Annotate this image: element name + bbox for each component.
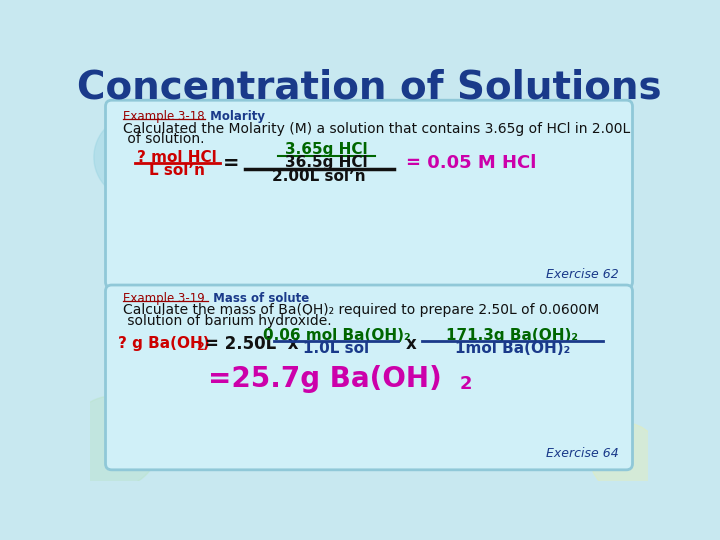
Circle shape	[67, 396, 160, 488]
Text: Exercise 62: Exercise 62	[546, 268, 618, 281]
Text: solution of barium hydroxide.: solution of barium hydroxide.	[122, 314, 331, 328]
FancyBboxPatch shape	[106, 100, 632, 288]
Text: 2.00L sol’n: 2.00L sol’n	[272, 169, 366, 184]
Text: 0.06 mol Ba(OH)₂: 0.06 mol Ba(OH)₂	[263, 328, 410, 342]
Circle shape	[590, 423, 660, 492]
Text: 1.0L sol: 1.0L sol	[303, 341, 369, 356]
Text: Exercise 64: Exercise 64	[546, 447, 618, 460]
Text: ? g Ba(OH): ? g Ba(OH)	[118, 336, 210, 351]
Text: =25.7g Ba(OH): =25.7g Ba(OH)	[208, 365, 441, 393]
Text: 2: 2	[459, 375, 472, 393]
Text: ? mol HCl: ? mol HCl	[137, 150, 217, 165]
Text: 36.5g HCl: 36.5g HCl	[285, 155, 368, 170]
Text: of solution.: of solution.	[122, 132, 204, 146]
Text: Molarity: Molarity	[206, 110, 265, 123]
Text: =: =	[222, 154, 239, 173]
Text: 1mol Ba(OH)₂: 1mol Ba(OH)₂	[455, 341, 570, 356]
Text: Mass of solute: Mass of solute	[210, 292, 310, 305]
Text: 171.3g Ba(OH)₂: 171.3g Ba(OH)₂	[446, 328, 578, 342]
Circle shape	[94, 115, 179, 200]
Text: Example 3-19: Example 3-19	[122, 292, 204, 305]
Text: = 0.05 M HCl: = 0.05 M HCl	[406, 154, 536, 172]
Text: Concentration of Solutions: Concentration of Solutions	[77, 69, 661, 107]
Text: x: x	[406, 335, 417, 353]
Text: Calculated the Molarity (M) a solution that contains 3.65g of HCl in 2.00L: Calculated the Molarity (M) a solution t…	[122, 122, 630, 136]
FancyBboxPatch shape	[106, 285, 632, 470]
Text: Calculate the mass of Ba(OH)₂ required to prepare 2.50L of 0.0600M: Calculate the mass of Ba(OH)₂ required t…	[122, 303, 599, 318]
Text: Example 3-18: Example 3-18	[122, 110, 204, 123]
Text: 2: 2	[196, 342, 204, 352]
Text: 3.65g HCl: 3.65g HCl	[285, 142, 368, 157]
Text: = 2.50L  x: = 2.50L x	[204, 335, 298, 353]
Text: L sol’n: L sol’n	[149, 163, 204, 178]
